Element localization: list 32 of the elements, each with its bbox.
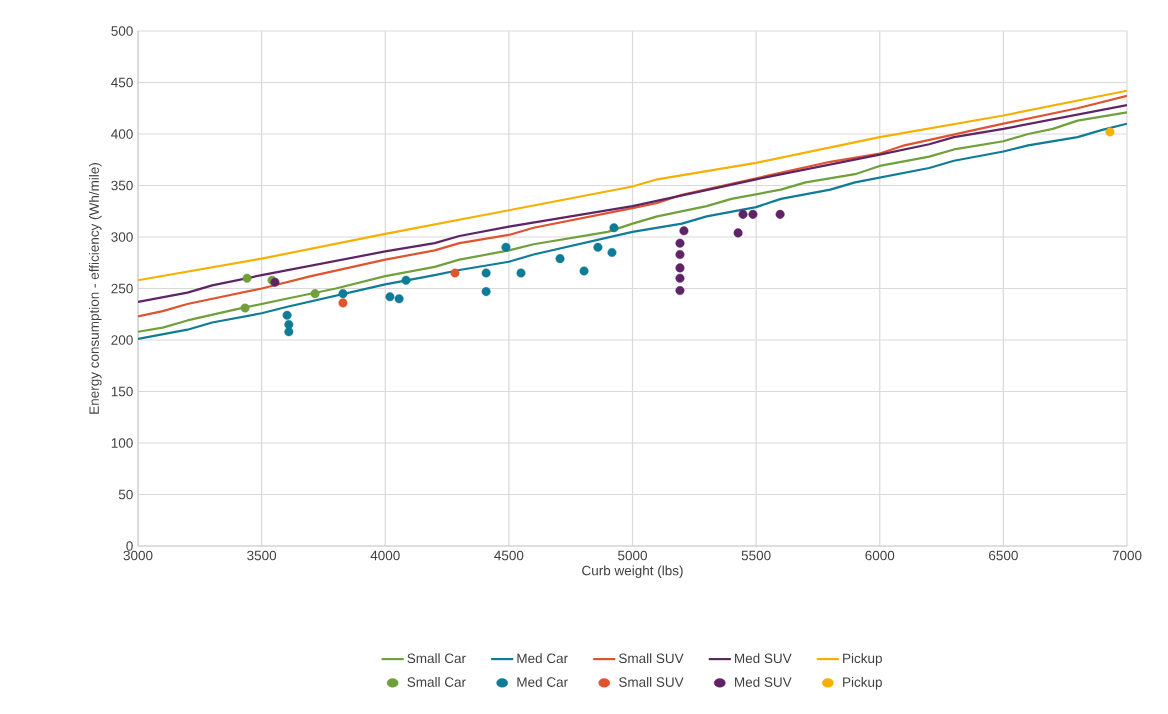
y-tick-label: 0: [126, 541, 133, 551]
x-tick-label: 5500: [741, 550, 771, 561]
x-tick-label: 5000: [618, 550, 647, 561]
y-tick-label: 50: [118, 489, 133, 500]
x-tick-label: 4500: [494, 550, 524, 561]
y-tick-label: 200: [111, 335, 133, 345]
x-tick-label: 7000: [1112, 550, 1142, 561]
legend-label: Med SUV: [735, 653, 792, 664]
x-axis-title: Curb weight (lbs): [582, 565, 683, 579]
y-tick-label: 500: [111, 26, 133, 36]
y-tick-label: 450: [111, 77, 133, 88]
legend-label: Pickup: [843, 653, 882, 666]
legend-label: Small Car: [407, 653, 466, 664]
y-tick-label: 300: [111, 232, 133, 242]
y-tick-label: 100: [111, 438, 133, 448]
legend-label: Med Car: [517, 653, 568, 664]
legend-label: Med Car: [517, 676, 568, 687]
x-tick-label: 4000: [370, 550, 400, 561]
y-tick-label: 400: [111, 129, 133, 139]
x-tick-label: 3500: [247, 550, 277, 561]
legend-label: Pickup: [843, 676, 882, 690]
legend-label: Small SUV: [619, 653, 684, 664]
y-tick-label: 150: [111, 386, 133, 397]
legend-label: Small SUV: [619, 676, 684, 687]
y-axis-title: Energy consumption - efficiency (Wh/mile): [89, 163, 102, 414]
x-tick-label: 6000: [865, 550, 895, 561]
legend-label: Small Car: [407, 676, 466, 687]
y-tick-label: 250: [111, 283, 133, 294]
legend-label: Med SUV: [735, 676, 792, 687]
y-tick-label: 350: [111, 180, 133, 191]
x-tick-label: 6500: [989, 550, 1018, 561]
x-tick-label: 3000: [123, 550, 153, 561]
